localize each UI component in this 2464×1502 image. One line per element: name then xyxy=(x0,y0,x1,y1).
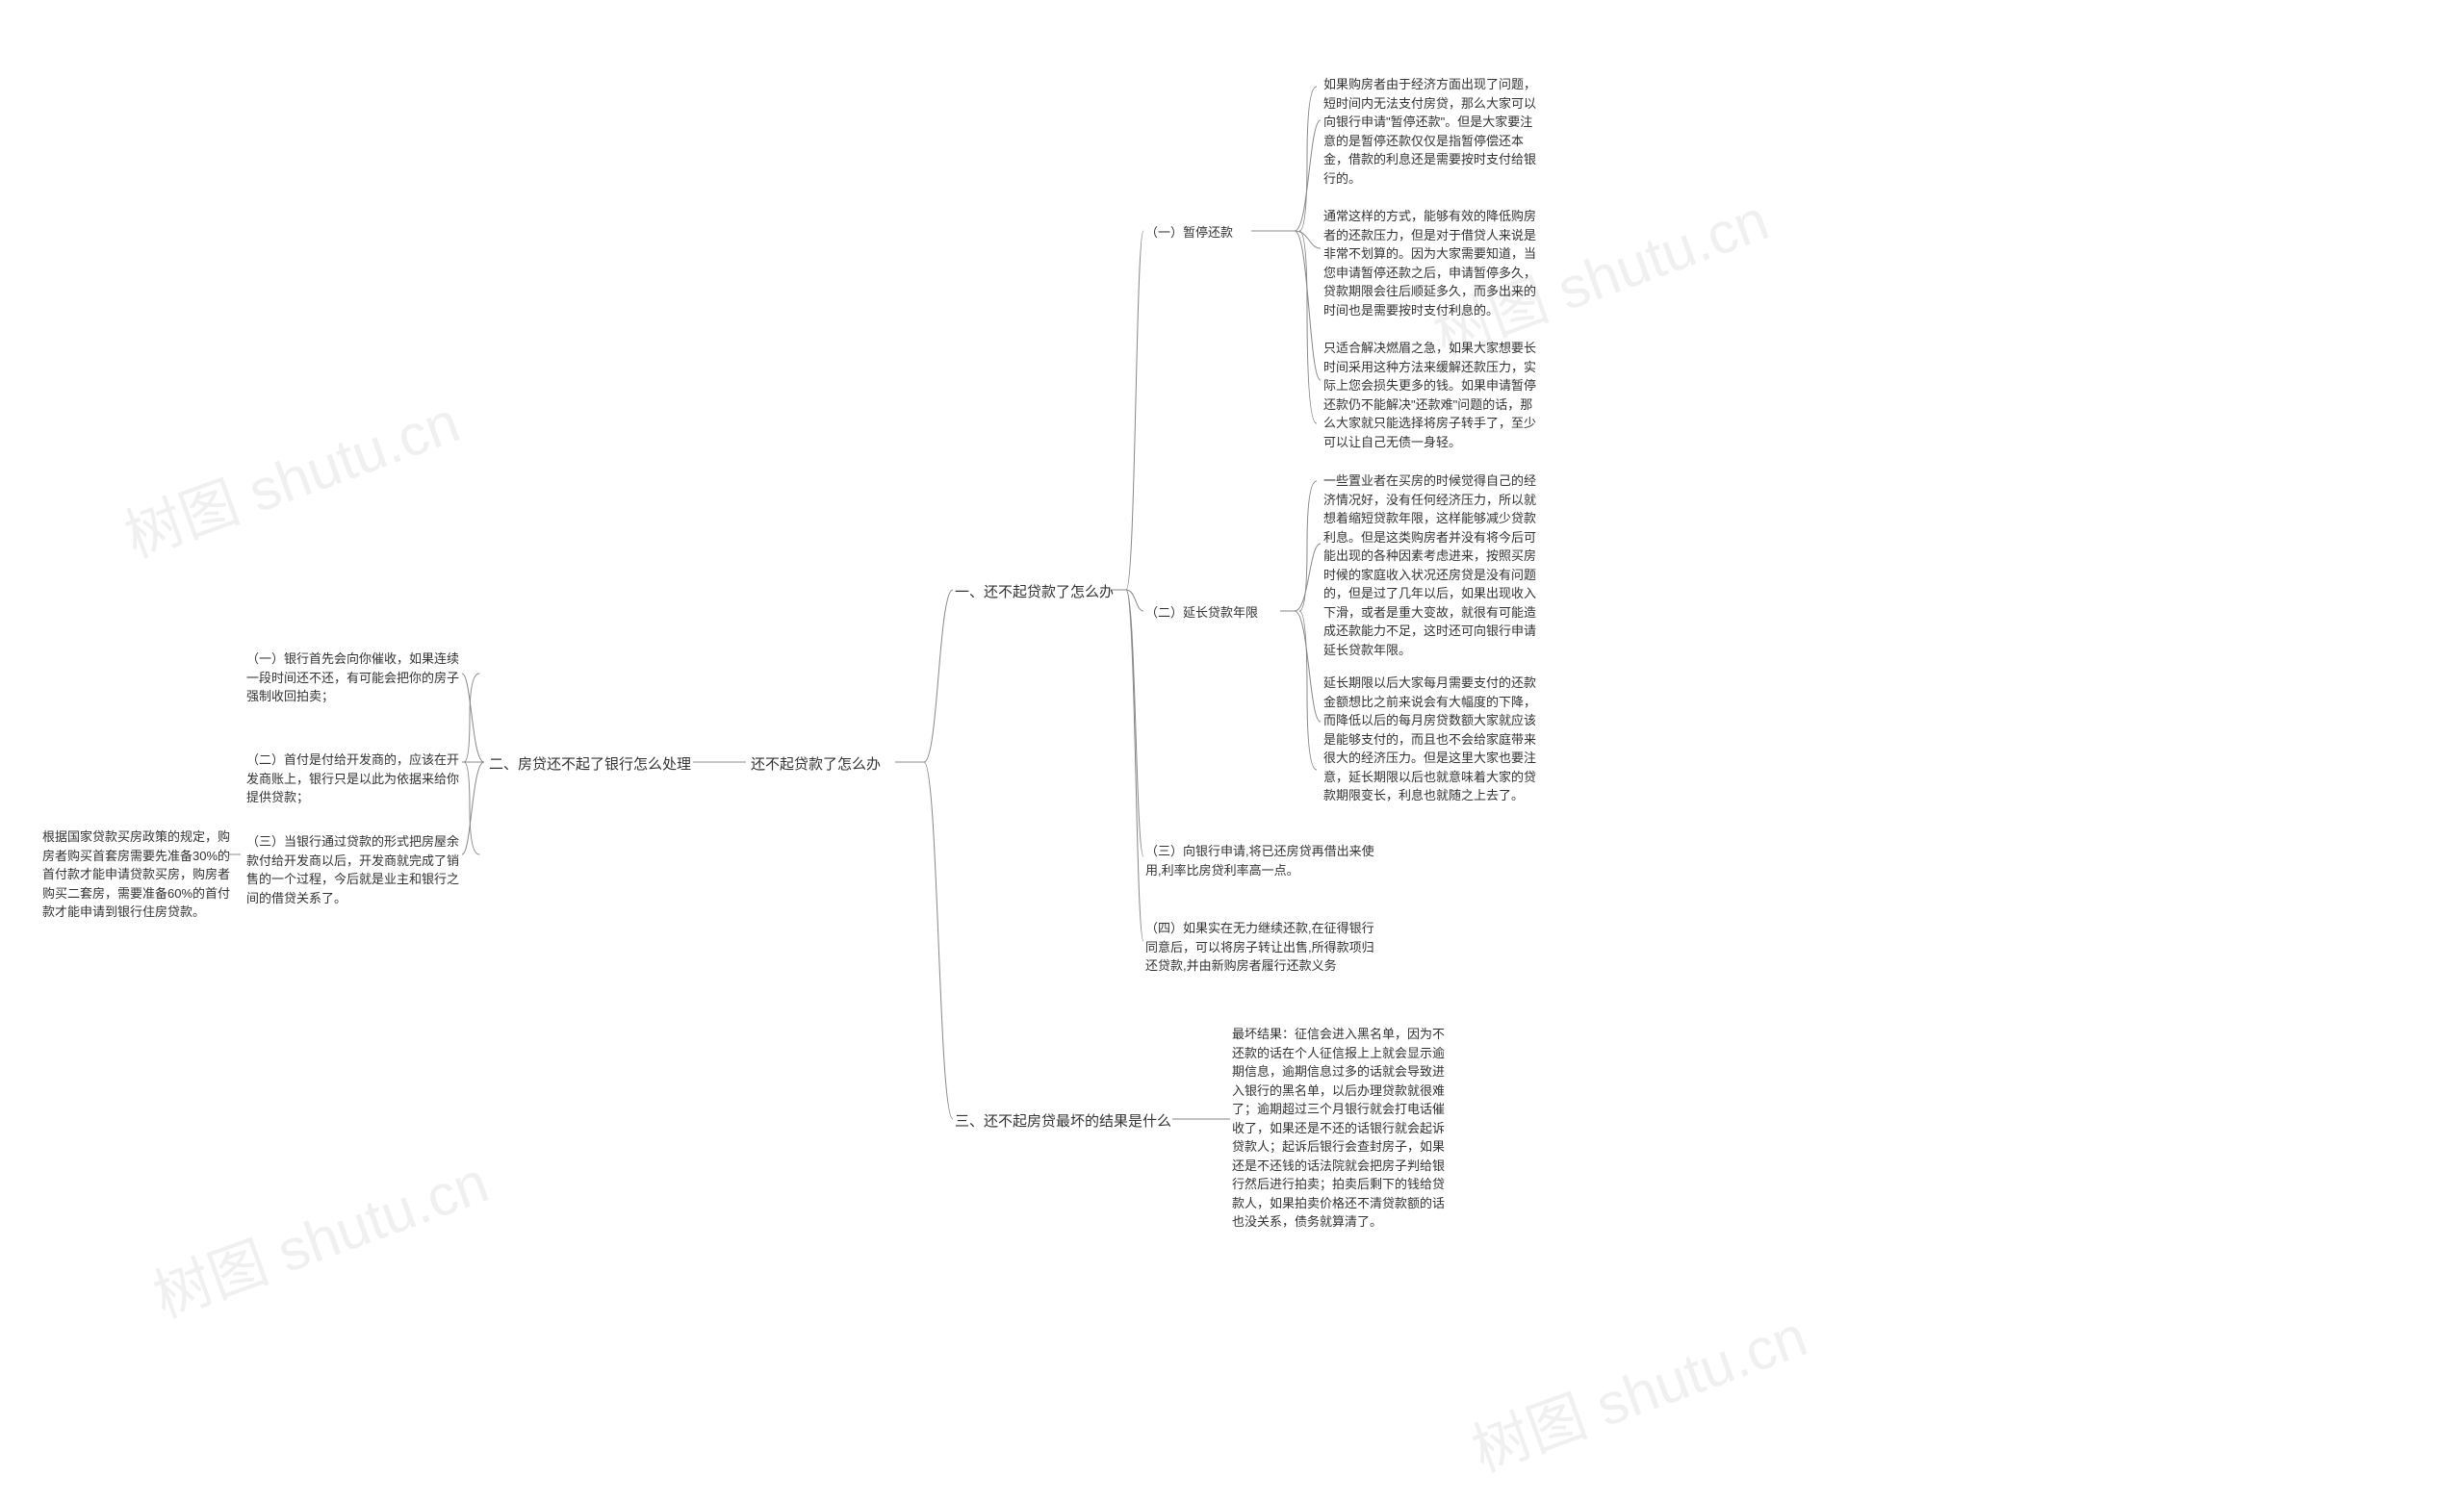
branch-2-grandchild: 根据国家贷款买房政策的规定，购房者购买首套房需要先准备30%的首付款才能申请贷款… xyxy=(42,827,235,922)
branch-1: 一、还不起贷款了怎么办 xyxy=(955,582,1114,604)
watermark: 树图 shutu.cn xyxy=(141,1135,498,1334)
watermark: 树图 shutu.cn xyxy=(1459,1289,1816,1488)
branch-1-sub-1-detail-2: 通常这样的方式，能够有效的降低购房者的还款压力，但是对于借贷人来说是非常不划算的… xyxy=(1323,207,1545,319)
branch-2-child-2: （二）首付是付给开发商的，应该在开发商账上，银行只是以此为依据来给你提供贷款； xyxy=(246,751,468,807)
watermark: 树图 shutu.cn xyxy=(112,375,469,573)
branch-1-sub-1-detail-3: 只适合解决燃眉之急，如果大家想要长时间采用这种方法来缓解还款压力，实际上您会损失… xyxy=(1323,339,1545,451)
branch-3-detail: 最坏结果：征信会进入黑名单，因为不还款的话在个人征信报上上就会显示逾期信息，逾期… xyxy=(1232,1025,1453,1232)
branch-1-sub-2-detail-1: 一些置业者在买房的时候觉得自己的经济情况好，没有任何经济压力，所以就想着缩短贷款… xyxy=(1323,471,1545,659)
branch-1-sub-2-detail-2: 延长期限以后大家每月需要支付的还款金额想比之前来说会有大幅度的下降，而降低以后的… xyxy=(1323,674,1545,805)
branch-1-sub-1-detail-1: 如果购房者由于经济方面出现了问题，短时间内无法支付房贷，那么大家可以向银行申请"… xyxy=(1323,75,1545,188)
branch-1-sub-4: （四）如果实在无力继续还款,在征得银行同意后，可以将房子转让出售,所得款项归还贷… xyxy=(1145,919,1376,976)
branch-2-child-3: （三）当银行通过贷款的形式把房屋余款付给开发商以后，开发商就完成了销售的一个过程… xyxy=(246,832,468,907)
branch-1-sub-2: （二）延长贷款年限 xyxy=(1145,603,1258,623)
branch-3: 三、还不起房贷最坏的结果是什么 xyxy=(955,1111,1171,1133)
branch-1-sub-3: （三）向银行申请,将已还房贷再借出来使用,利率比房贷利率高一点。 xyxy=(1145,842,1376,879)
root-node: 还不起贷款了怎么办 xyxy=(751,754,881,776)
branch-2: 二、房贷还不起了银行怎么处理 xyxy=(489,754,691,776)
branch-1-sub-1: （一）暂停还款 xyxy=(1145,223,1233,242)
branch-2-child-1: （一）银行首先会向你催收，如果连续一段时间还不还，有可能会把你的房子强制收回拍卖… xyxy=(246,649,468,706)
